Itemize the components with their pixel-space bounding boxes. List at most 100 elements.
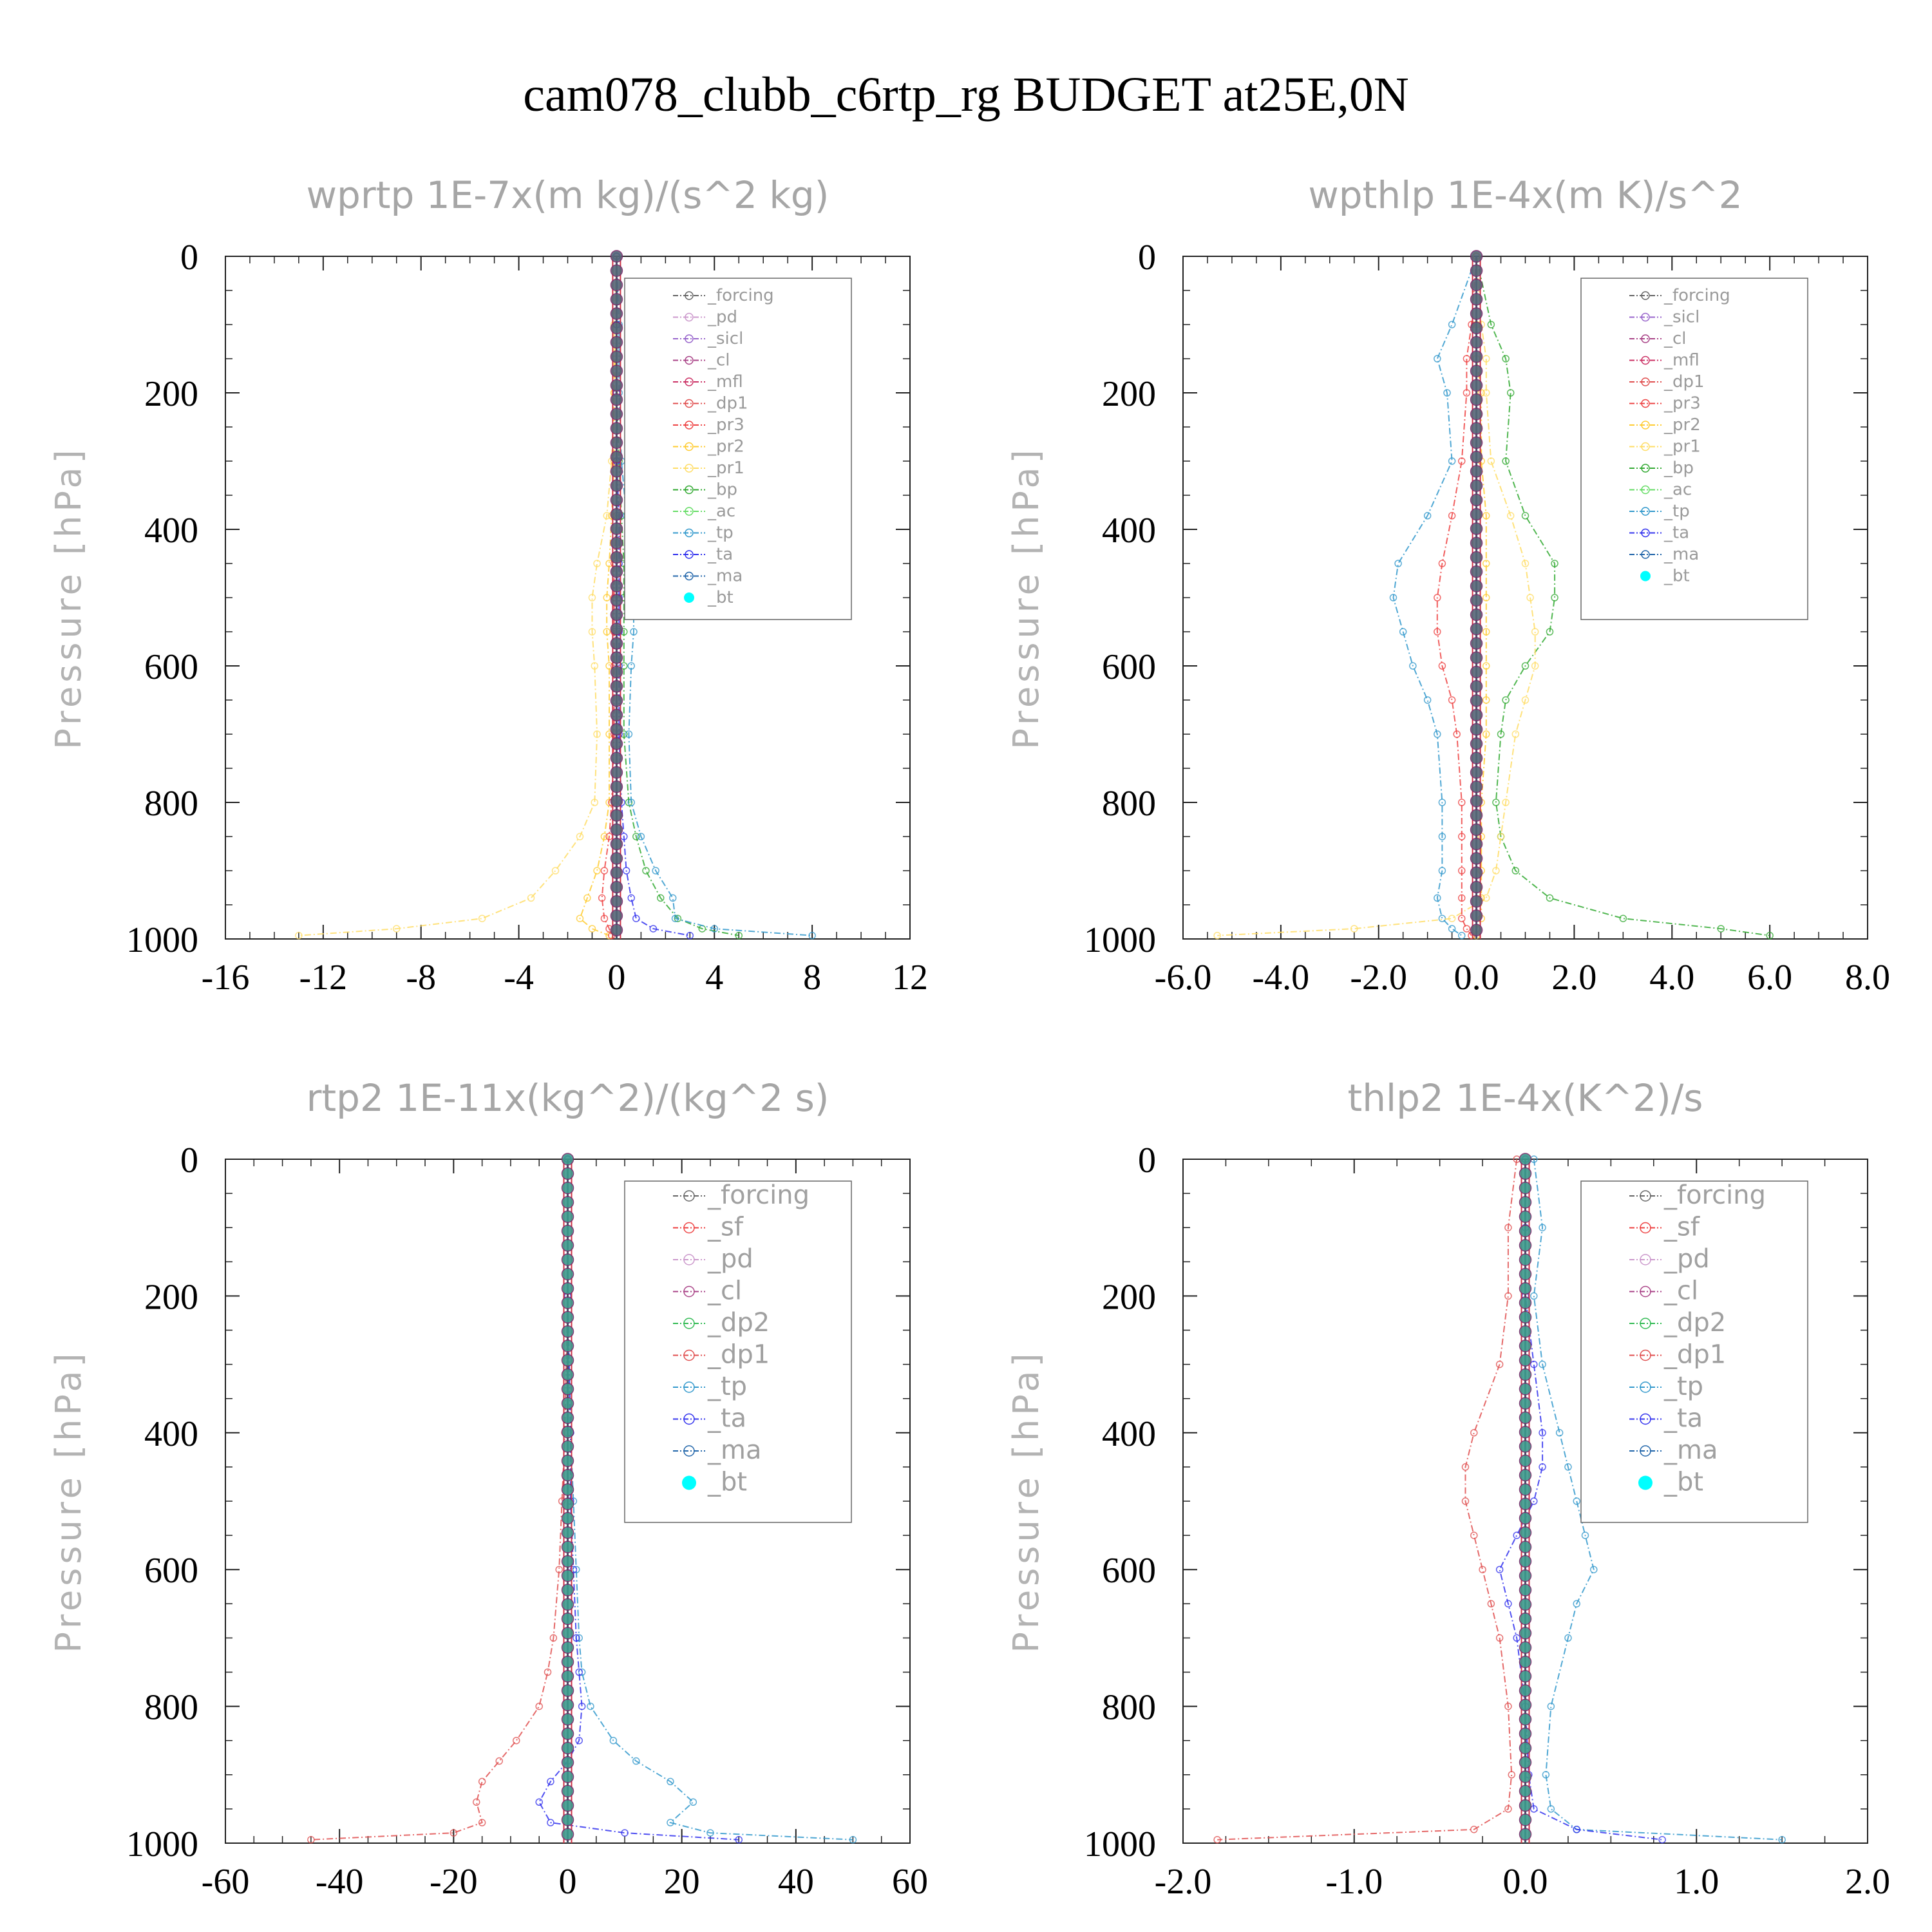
series-point <box>622 867 630 875</box>
bt-marker <box>610 264 623 278</box>
legend-marker <box>683 1254 695 1265</box>
bt-marker <box>1470 837 1483 851</box>
series-point <box>307 1835 315 1844</box>
legend-label: _pr2 <box>707 437 744 457</box>
bt-marker <box>610 278 623 292</box>
bt-marker <box>561 1196 574 1209</box>
series-point <box>587 1702 594 1710</box>
legend-item: _ac <box>1629 480 1692 500</box>
series-point <box>1389 594 1397 601</box>
bt-marker <box>1519 1167 1532 1180</box>
series-point <box>495 1757 503 1765</box>
legend-label: _dp2 <box>707 1308 770 1338</box>
bt-marker <box>1519 1540 1532 1553</box>
legend-marker <box>1641 312 1650 322</box>
legend-item: _forcing <box>1629 286 1730 305</box>
series-line <box>1533 1159 1783 1841</box>
y-tick-label: 200 <box>1102 1277 1156 1317</box>
bt-marker <box>561 1340 574 1352</box>
bt-marker <box>1519 1511 1532 1525</box>
x-tick-label: -2.0 <box>1155 1862 1212 1902</box>
bt-marker <box>1470 580 1483 592</box>
series-point <box>527 894 535 902</box>
bt-marker <box>1470 665 1483 679</box>
series-point <box>1492 867 1500 875</box>
series-point <box>547 1777 554 1786</box>
bt-marker <box>1470 723 1483 736</box>
series-point <box>544 1668 552 1676</box>
series-point <box>1539 1224 1546 1231</box>
bt-marker <box>561 1468 574 1482</box>
x-tick-label: -8 <box>406 958 436 998</box>
y-tick-label: 400 <box>144 511 198 551</box>
legend-item: _forcing <box>673 286 774 305</box>
series-point <box>603 628 611 636</box>
x-tick-label: 0.0 <box>1454 958 1499 998</box>
bt-marker <box>1470 780 1483 793</box>
series-point <box>1470 1429 1478 1437</box>
series-point <box>1619 914 1627 922</box>
bt-marker <box>610 379 623 392</box>
series-point <box>1531 628 1539 636</box>
legend-item: _mfl <box>673 372 743 392</box>
series-point <box>1423 696 1432 704</box>
bt-marker <box>610 250 623 263</box>
bt-marker <box>561 1153 574 1166</box>
legend-item: _ta <box>1629 1404 1703 1434</box>
series-point <box>1539 1360 1546 1368</box>
series-point <box>1479 1566 1486 1573</box>
series-point <box>1547 1805 1555 1813</box>
series-point <box>1423 512 1432 520</box>
legend-label: _ac <box>707 502 735 521</box>
series-point <box>1530 1360 1538 1368</box>
legend-swatch <box>1638 1475 1653 1490</box>
bt-marker <box>1519 1684 1532 1697</box>
legend-label: _tp <box>1663 502 1690 521</box>
legend-marker <box>1640 1254 1651 1265</box>
bt-marker <box>1470 623 1483 636</box>
bt-marker <box>1470 522 1483 535</box>
legend-marker <box>1641 291 1650 300</box>
legend-label: _cl <box>707 1276 742 1306</box>
legend-label: _bp <box>707 480 737 500</box>
bt-marker <box>1470 766 1483 779</box>
series-point <box>630 628 638 636</box>
y-tick-label: 600 <box>1102 1551 1156 1591</box>
bt-marker <box>561 1440 574 1453</box>
bt-marker <box>610 408 623 421</box>
legend-marker <box>685 355 694 365</box>
legend-label: _bt <box>707 588 734 607</box>
y-tick-label: 800 <box>144 1688 198 1728</box>
legend-label: _ta <box>1663 524 1689 543</box>
series-point <box>478 914 486 922</box>
series-point <box>573 1634 580 1642</box>
legend-label: _pd <box>1663 1244 1710 1274</box>
series-point <box>1470 1531 1478 1539</box>
series-point <box>1555 1429 1564 1437</box>
bt-marker <box>561 1483 574 1496</box>
series-point <box>1495 1634 1504 1642</box>
bt-marker <box>1519 1555 1532 1568</box>
series-point <box>1504 1702 1512 1710</box>
series-point <box>600 867 609 875</box>
series-point <box>1458 867 1466 875</box>
series-point <box>1448 925 1456 933</box>
series-point <box>1581 1531 1589 1539</box>
series-point <box>1539 1429 1546 1437</box>
bt-marker <box>1519 1627 1532 1640</box>
legend-label: _cl <box>1663 329 1687 348</box>
bt-marker <box>1470 393 1483 406</box>
series-point <box>1492 799 1500 806</box>
bt-marker <box>1470 680 1483 693</box>
legend-marker <box>685 421 694 430</box>
bt-marker <box>1470 350 1483 363</box>
series-point <box>591 799 599 806</box>
bt-marker <box>1519 1612 1532 1625</box>
legend-marker <box>1641 550 1650 559</box>
legend-label: _pd <box>707 308 737 327</box>
bt-marker <box>1470 737 1483 750</box>
bt-marker <box>610 321 623 335</box>
series-point <box>625 799 633 806</box>
legend-label: _bt <box>1663 1468 1703 1497</box>
series-point <box>1434 355 1441 363</box>
